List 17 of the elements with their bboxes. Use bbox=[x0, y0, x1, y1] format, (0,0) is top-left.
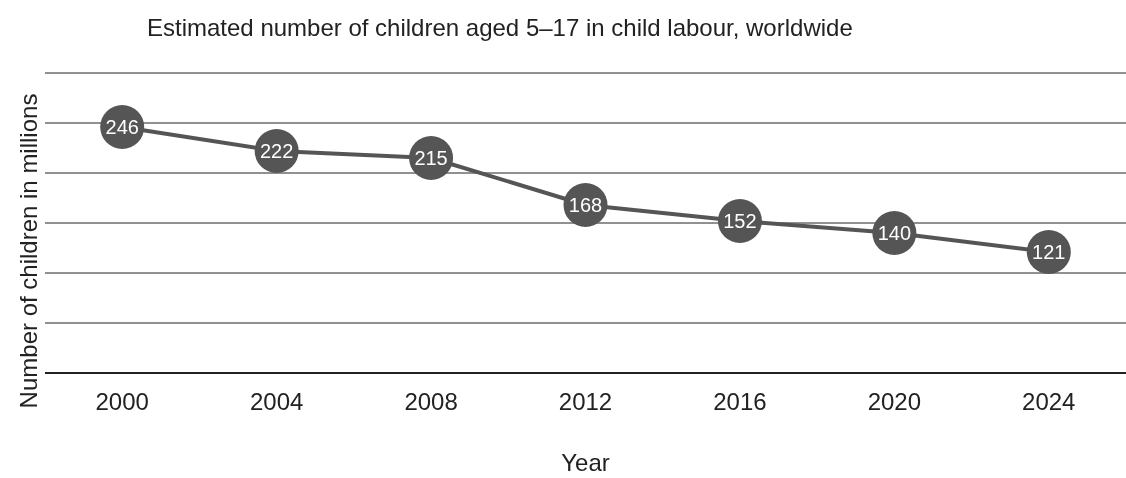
data-label: 246 bbox=[105, 116, 139, 139]
data-label: 222 bbox=[259, 140, 294, 163]
chart-title: Estimated number of children aged 5–17 in child labour, worldwide bbox=[147, 14, 853, 42]
x-tick-label: 2004 bbox=[249, 388, 304, 416]
x-tick-label: 2008 bbox=[404, 388, 458, 416]
y-axis-title: Number of children in millions bbox=[14, 93, 42, 409]
x-tick-label: 2020 bbox=[867, 388, 922, 416]
x-tick-label: 2000 bbox=[95, 388, 149, 416]
data-label: 140 bbox=[877, 222, 912, 245]
data-label: 168 bbox=[568, 194, 603, 217]
x-tick-label: 2024 bbox=[1022, 388, 1076, 416]
x-tick-label: 2016 bbox=[713, 388, 767, 416]
data-label: 215 bbox=[414, 147, 448, 170]
data-label: 152 bbox=[723, 210, 757, 233]
x-tick-label: 2012 bbox=[558, 388, 613, 416]
x-axis-title: Year bbox=[561, 449, 610, 476]
data-label: 121 bbox=[1032, 241, 1066, 264]
